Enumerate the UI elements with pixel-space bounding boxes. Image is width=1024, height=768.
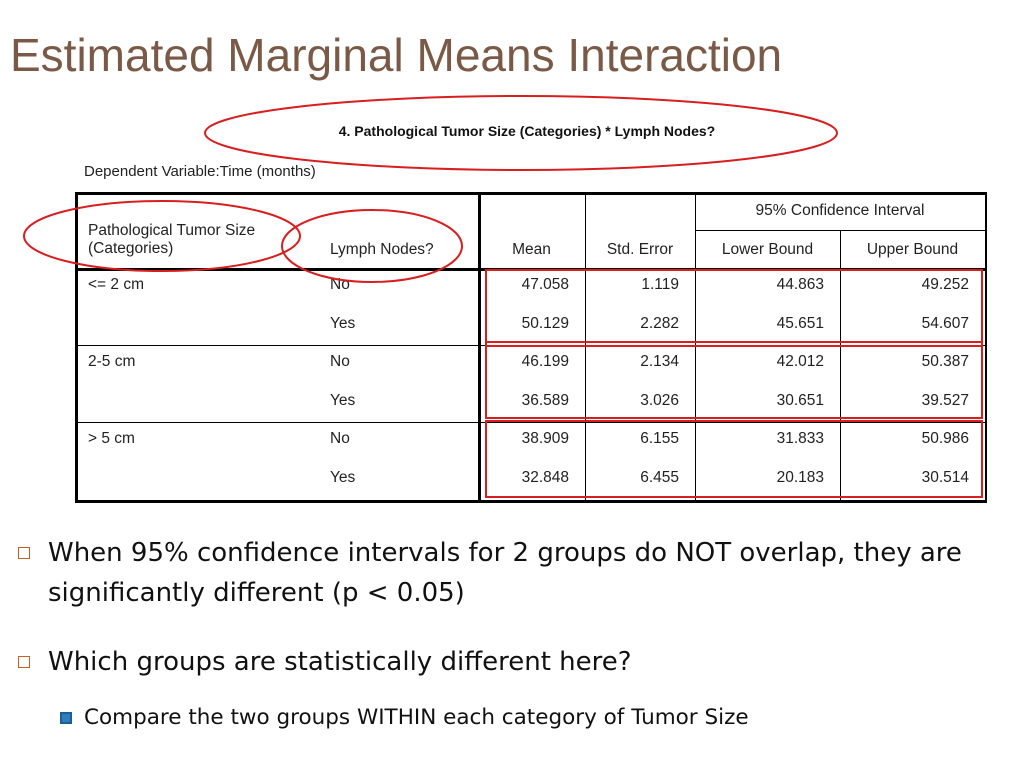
sub-bullet-text: Compare the two groups WITHIN each categ… [84,705,749,730]
column-header: Lower Bound [721,241,814,258]
lymph-cell: Yes [330,391,356,409]
lymph-cell: No [330,353,350,371]
table-rule [478,192,481,502]
column-header: Std. Error [606,241,674,258]
lymph-cell: Yes [330,469,356,486]
table-rule [75,499,987,503]
value-cell: 39.527 [921,391,969,409]
value-cell: 42.012 [776,353,824,371]
value-cell: 32.848 [521,469,569,486]
value-cell: 50.129 [521,314,569,332]
value-cell: 46.199 [521,353,569,371]
annotations [23,95,983,498]
slide-title: Estimated Marginal Means Interaction [10,29,783,81]
value-cell: 2.282 [640,314,679,332]
value-cell: 50.986 [921,430,969,448]
column-header: Pathological Tumor Size (Categories) [88,222,256,257]
value-cell: 47.058 [521,276,569,293]
category-cell: <= 2 cm [88,276,144,293]
column-header: Upper Bound [866,241,959,258]
bullet-text: Which groups are statistically different… [48,647,632,677]
value-cell: 3.026 [640,391,679,409]
value-cell: 49.252 [921,276,969,293]
value-cell: 38.909 [521,430,569,448]
table-rule [75,422,985,424]
table-rule [985,192,987,502]
bullet-marker [18,547,30,559]
value-cell: 44.863 [776,276,824,293]
category-cell: > 5 cm [88,430,135,448]
bullet-text: When 95% confidence intervals for 2 grou… [48,538,962,608]
table-rule [840,230,841,500]
lymph-cell: Yes [330,314,356,332]
table-rule [75,192,985,195]
value-cell: 54.607 [921,314,969,332]
value-cell: 30.514 [921,469,969,486]
value-cell: 30.651 [776,391,824,409]
value-cell: 20.183 [776,469,824,486]
value-cell: 2.134 [640,353,679,371]
results-table: 4. Pathological Tumor Size (Categories) … [75,123,987,503]
table-caption: 4. Pathological Tumor Size (Categories) … [338,123,716,139]
column-header: Lymph Nodes? [330,241,434,258]
dependent-variable: Dependent Variable:Time (months) [84,163,316,180]
lymph-circle [281,209,463,283]
table-rule [75,192,78,502]
column-header: 95% Confidence Interval [755,202,925,219]
value-cell: 50.387 [921,353,969,371]
value-cell: 31.833 [776,430,824,448]
value-cell: 6.155 [640,430,679,448]
value-cell: 45.651 [776,314,824,332]
value-cell: 36.589 [521,391,569,409]
sub-bullet-marker [60,712,72,724]
group-box [485,269,983,347]
category-circle [23,200,301,272]
lymph-cell: No [330,430,350,448]
value-cell: 6.455 [640,469,679,486]
value-cell: 1.119 [641,276,679,293]
column-header: Mean [512,241,551,258]
group-box [485,420,983,498]
caption-circle [204,95,838,171]
category-cell: 2-5 cm [88,353,136,371]
group-box [485,341,983,419]
bullet-marker [18,656,30,668]
